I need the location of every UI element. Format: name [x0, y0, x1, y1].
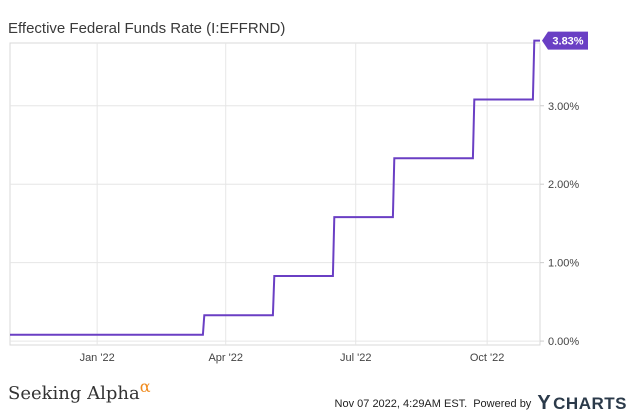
alpha-icon: α: [139, 377, 151, 396]
y-tick-label: 2.00%: [548, 179, 579, 191]
y-tick-label: 0.00%: [548, 336, 579, 348]
series-line: [10, 39, 540, 336]
ycharts-wordmark: CHARTS: [553, 393, 627, 413]
series-layer: [9, 39, 541, 336]
brand-name: Seeking Alpha: [8, 383, 140, 404]
x-axis-ticks: Jan '22 Apr '22 Jul '22 Oct '22: [80, 352, 505, 364]
timestamp: Nov 07 2022, 4:29AM EST.: [334, 397, 468, 410]
chart-title: Effective Federal Funds Rate (I:EFFRND): [8, 20, 286, 37]
grid-lines: [10, 43, 540, 345]
last-value-badge: 3.83%: [542, 31, 588, 50]
last-value-badge-shape: [542, 31, 588, 50]
x-tick-label: Apr '22: [208, 352, 243, 364]
ycharts-y-icon: Y: [537, 392, 552, 414]
ycharts-logo[interactable]: Y CHARTS: [537, 392, 627, 415]
last-value-label: 3.83%: [552, 36, 583, 48]
y-tick-label: 3.00%: [548, 101, 579, 113]
powered-by-label: Powered by: [473, 397, 532, 410]
x-tick-label: Jul '22: [340, 352, 371, 364]
y-axis-ticks: 0.00% 1.00% 2.00% 3.00%: [540, 101, 579, 348]
plot-area: [9, 42, 541, 346]
x-tick-label: Jan '22: [80, 352, 115, 364]
footer-attribution: Nov 07 2022, 4:29AM EST. Powered by Y CHA…: [335, 392, 627, 415]
seeking-alpha-logo[interactable]: Seeking Alphaα: [8, 377, 151, 404]
x-tick-label: Oct '22: [470, 352, 505, 364]
y-tick-label: 1.00%: [548, 258, 579, 270]
